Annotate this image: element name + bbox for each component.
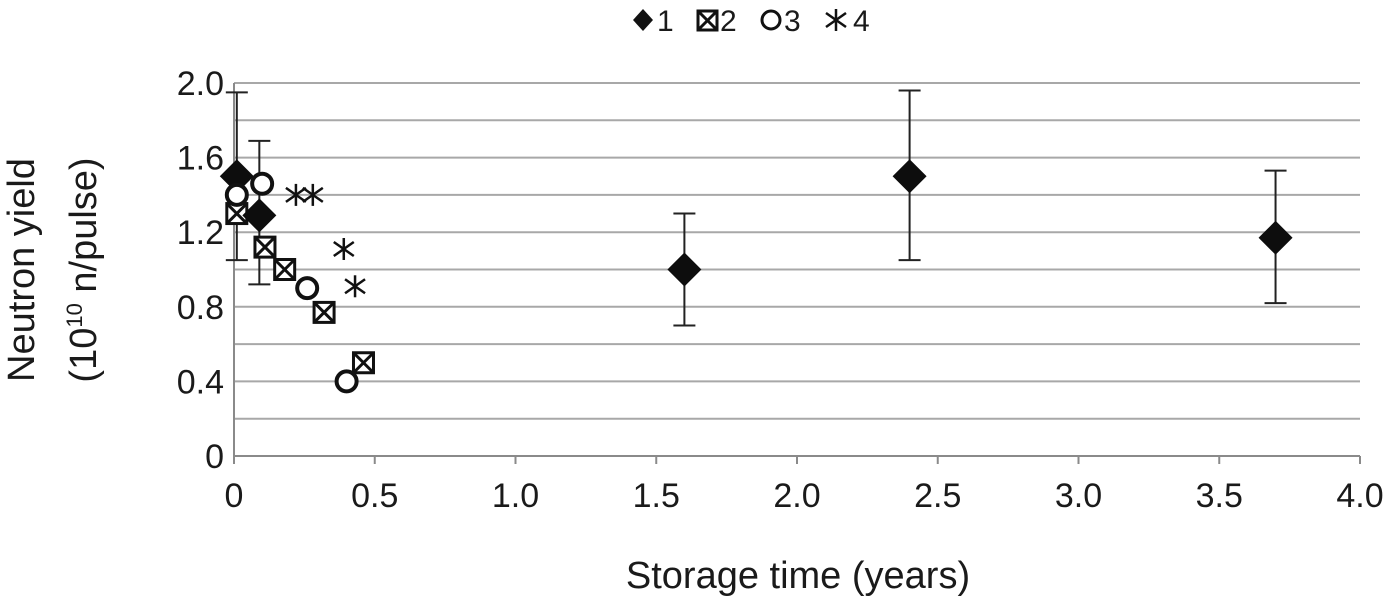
data-point-crossed-square (273, 258, 297, 281)
data-point-crossed-square (351, 351, 375, 375)
data-point-diamond (892, 159, 927, 194)
y-tick-label: 0.8 (177, 289, 224, 327)
y-tick-labels: 0 0.4 0.8 1.2 1.6 2.0 (177, 65, 224, 476)
legend: 1 2 3 4 (633, 5, 870, 38)
legend-marker-diamond (633, 9, 653, 31)
data-point-diamond (219, 159, 254, 194)
data-points (219, 159, 1293, 394)
data-point-crossed-square (253, 235, 277, 259)
y-tick-label: 2.0 (177, 65, 224, 103)
legend-label-1: 1 (657, 5, 674, 38)
y-axis-title-exponent: 10 (62, 303, 87, 327)
data-point-diamond (1258, 220, 1293, 255)
legend-item-1: 1 (633, 5, 674, 38)
x-tick-label: 3.5 (1196, 477, 1243, 515)
y-axis-title-line2: (1010 n/pulse) (62, 157, 105, 382)
y-axis-title-unit-pre: (10 (63, 328, 105, 383)
y-axis-title: Neutron yield (1010 n/pulse) (1, 157, 105, 382)
data-point-open-circle (224, 182, 249, 207)
legend-marker-crossed-square (696, 9, 719, 32)
x-tick-label: 2.5 (914, 477, 961, 515)
gridlines (234, 82, 1360, 420)
marker-cross (253, 236, 277, 259)
marker-cross (225, 202, 248, 225)
marker-stroke (285, 186, 307, 203)
legend-item-4: 4 (825, 5, 870, 38)
data-point-diamond (667, 252, 702, 287)
legend-label-3: 3 (784, 5, 801, 38)
marker-stroke (302, 186, 324, 203)
data-point-open-circle (295, 276, 320, 301)
legend-marker-open-circle (760, 9, 782, 31)
data-point-asterisk (344, 275, 366, 298)
y-tick-label: 1.2 (177, 214, 224, 252)
data-point-open-circle (250, 171, 275, 196)
y-tick-label: 0.4 (177, 363, 224, 401)
y-tick-label: 1.6 (177, 140, 224, 178)
data-point-open-circle (334, 369, 359, 394)
data-point-asterisk (333, 237, 355, 260)
legend-item-2: 2 (696, 5, 737, 38)
marker-cross (352, 351, 375, 374)
y-tick-label: 0 (205, 438, 224, 476)
data-point-asterisk (285, 183, 307, 206)
y-axis-title-line1: Neutron yield (1, 158, 43, 382)
x-tick-label: 3.0 (1055, 477, 1102, 515)
legend-marker-asterisk (825, 9, 847, 31)
y-axis-title-unit-post: n/pulse) (63, 157, 105, 303)
x-tick-label: 0 (225, 477, 244, 515)
legend-item-3: 3 (760, 5, 801, 38)
x-tick-label: 1.5 (633, 477, 680, 515)
axes (233, 83, 1361, 464)
data-point-asterisk (302, 183, 324, 206)
marker-stroke (333, 240, 355, 258)
x-tick-label: 1.0 (492, 477, 539, 515)
data-point-diamond (242, 198, 277, 233)
legend-label-2: 2 (720, 5, 737, 38)
x-tick-label: 0.5 (351, 477, 398, 515)
data-point-crossed-square (225, 202, 249, 226)
x-tick-labels: 0 0.5 1.0 1.5 2.0 2.5 3.0 3.5 4.0 (225, 477, 1384, 515)
legend-label-4: 4 (853, 5, 870, 38)
x-axis-title: Storage time (years) (626, 555, 970, 597)
error-bars (225, 89, 1287, 327)
marker-cross (273, 258, 296, 281)
marker-cross (313, 301, 336, 324)
data-point-crossed-square (312, 300, 336, 324)
marker-stroke (344, 278, 366, 295)
x-tick-label: 2.0 (773, 477, 820, 515)
x-tick-label: 4.0 (1336, 477, 1383, 515)
